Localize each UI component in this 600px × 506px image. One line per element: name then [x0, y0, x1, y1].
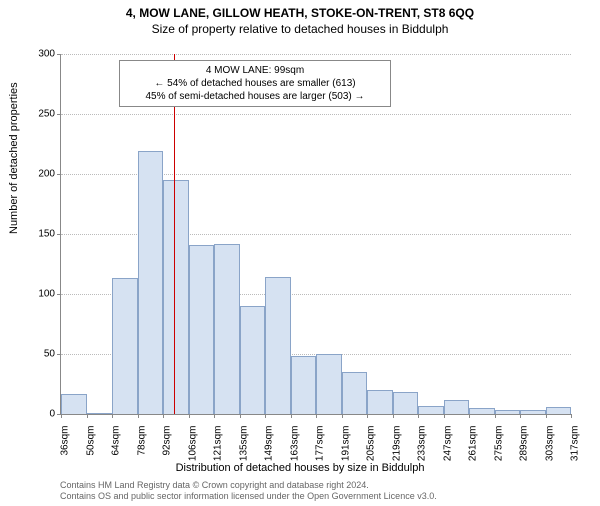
xtick-mark — [112, 414, 113, 418]
ytick-mark — [57, 54, 61, 55]
xtick-label: 275sqm — [493, 426, 504, 466]
ytick-label: 300 — [15, 49, 55, 60]
ytick-label: 50 — [15, 349, 55, 360]
xtick-mark — [163, 414, 164, 418]
xtick-label: 219sqm — [391, 426, 402, 466]
histogram-bar — [546, 407, 572, 414]
xtick-mark — [367, 414, 368, 418]
xtick-mark — [240, 414, 241, 418]
xtick-mark — [342, 414, 343, 418]
histogram-bar — [61, 394, 87, 414]
histogram-bar — [393, 392, 419, 414]
xtick-label: 233sqm — [417, 426, 428, 466]
histogram-bar — [163, 180, 189, 414]
histogram-bar — [444, 400, 470, 414]
xtick-mark — [393, 414, 394, 418]
footer-line-2: Contains OS and public sector informatio… — [60, 491, 437, 502]
x-axis-label: Distribution of detached houses by size … — [0, 462, 600, 474]
xtick-label: 36sqm — [60, 426, 71, 466]
histogram-bar — [367, 390, 393, 414]
xtick-label: 135sqm — [238, 426, 249, 466]
xtick-label: 149sqm — [264, 426, 275, 466]
xtick-mark — [61, 414, 62, 418]
xtick-mark — [138, 414, 139, 418]
footer-line-1: Contains HM Land Registry data © Crown c… — [60, 480, 437, 491]
gridline — [61, 54, 571, 55]
ytick-mark — [57, 114, 61, 115]
xtick-label: 78sqm — [136, 426, 147, 466]
xtick-label: 191sqm — [340, 426, 351, 466]
histogram-bar — [316, 354, 342, 414]
xtick-mark — [291, 414, 292, 418]
xtick-label: 121sqm — [213, 426, 224, 466]
gridline — [61, 114, 571, 115]
histogram-bar — [87, 413, 113, 414]
xtick-label: 64sqm — [111, 426, 122, 466]
xtick-label: 177sqm — [315, 426, 326, 466]
xtick-label: 247sqm — [442, 426, 453, 466]
xtick-mark — [87, 414, 88, 418]
info-box-line: 45% of semi-detached houses are larger (… — [126, 90, 384, 103]
xtick-label: 106sqm — [187, 426, 198, 466]
histogram-bar — [495, 410, 521, 414]
xtick-label: 261sqm — [468, 426, 479, 466]
histogram-bar — [418, 406, 444, 414]
ytick-label: 250 — [15, 109, 55, 120]
y-axis-label: Number of detached properties — [8, 82, 20, 234]
ytick-label: 200 — [15, 169, 55, 180]
reference-line — [174, 54, 175, 414]
histogram-bar — [520, 410, 546, 414]
ytick-mark — [57, 174, 61, 175]
xtick-mark — [520, 414, 521, 418]
histogram-bar — [469, 408, 495, 414]
histogram-bar — [138, 151, 164, 414]
histogram-bar — [240, 306, 266, 414]
histogram-bar — [112, 278, 138, 414]
histogram-bar — [189, 245, 215, 414]
xtick-mark — [418, 414, 419, 418]
histogram-bar — [214, 244, 240, 414]
histogram-bar — [291, 356, 317, 414]
histogram-bar — [265, 277, 291, 414]
page-subtitle: Size of property relative to detached ho… — [0, 22, 600, 36]
xtick-label: 50sqm — [85, 426, 96, 466]
xtick-mark — [265, 414, 266, 418]
xtick-label: 92sqm — [162, 426, 173, 466]
xtick-label: 205sqm — [366, 426, 377, 466]
xtick-label: 163sqm — [289, 426, 300, 466]
ytick-label: 150 — [15, 229, 55, 240]
xtick-mark — [571, 414, 572, 418]
page-title: 4, MOW LANE, GILLOW HEATH, STOKE-ON-TREN… — [0, 6, 600, 20]
info-box-line: ← 54% of detached houses are smaller (61… — [126, 77, 384, 90]
ytick-mark — [57, 354, 61, 355]
histogram-bar — [342, 372, 368, 414]
xtick-label: 289sqm — [519, 426, 530, 466]
ytick-mark — [57, 234, 61, 235]
xtick-mark — [189, 414, 190, 418]
info-box-line: 4 MOW LANE: 99sqm — [126, 64, 384, 77]
histogram-plot: 05010015020025030036sqm50sqm64sqm78sqm92… — [60, 54, 571, 415]
xtick-mark — [495, 414, 496, 418]
info-box: 4 MOW LANE: 99sqm← 54% of detached house… — [119, 60, 391, 107]
footer-attribution: Contains HM Land Registry data © Crown c… — [60, 480, 437, 502]
chart-area: 05010015020025030036sqm50sqm64sqm78sqm92… — [60, 54, 570, 414]
ytick-mark — [57, 294, 61, 295]
xtick-mark — [214, 414, 215, 418]
ytick-label: 100 — [15, 289, 55, 300]
xtick-mark — [546, 414, 547, 418]
xtick-label: 303sqm — [544, 426, 555, 466]
xtick-mark — [444, 414, 445, 418]
xtick-mark — [469, 414, 470, 418]
xtick-mark — [316, 414, 317, 418]
ytick-label: 0 — [15, 409, 55, 420]
xtick-label: 317sqm — [570, 426, 581, 466]
